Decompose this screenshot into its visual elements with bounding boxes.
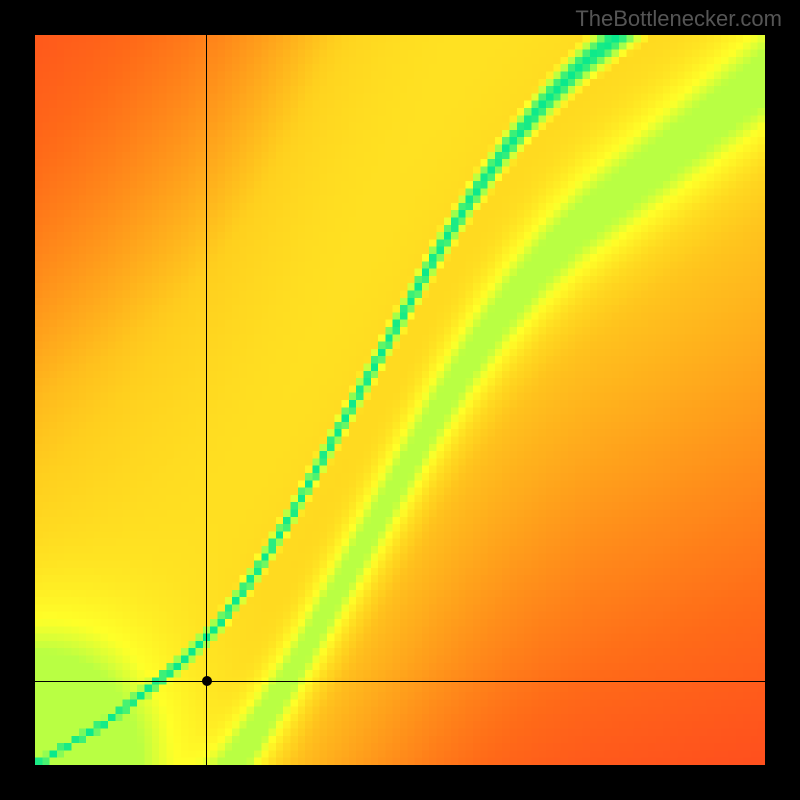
crosshair-marker-dot [202,676,212,686]
watermark: TheBottlenecker.com [575,6,782,32]
heatmap-canvas [35,35,765,765]
crosshair-horizontal [35,681,765,682]
crosshair-vertical [206,35,207,765]
heatmap-plot [35,35,765,765]
